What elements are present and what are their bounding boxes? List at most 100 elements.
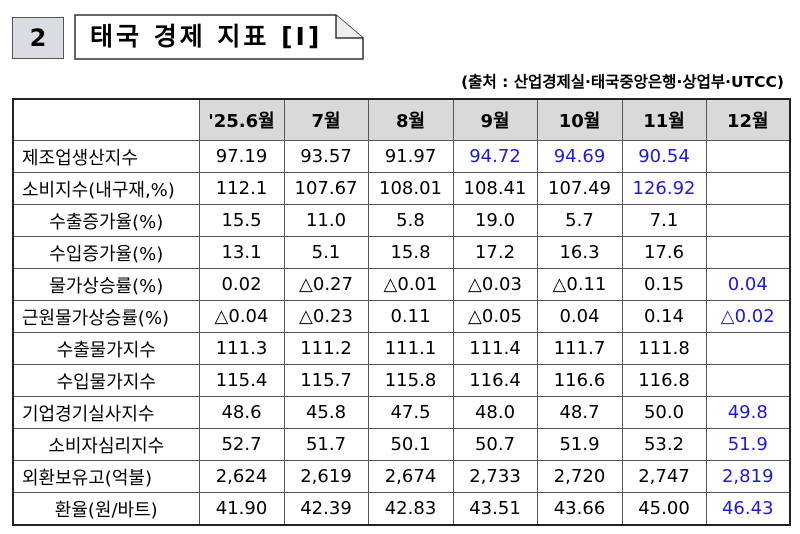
table-cell: 0.11 [367, 300, 454, 333]
table-cell: 90.54 [621, 140, 707, 173]
table-cell: 48.0 [452, 396, 538, 429]
table-cell: 2,733 [452, 460, 538, 493]
table-row: 수입물가지수 115.4 115.7 115.8 116.4 116.6 116.8 [12, 364, 791, 397]
table-cell: △0.27 [283, 268, 369, 301]
table-cell: 107.67 [283, 172, 369, 205]
table-cell: 53.2 [621, 428, 707, 461]
table-row: 수입증가율(%) 13.1 5.1 15.8 17.2 16.3 17.6 [12, 236, 791, 269]
table-cell [705, 172, 791, 205]
table-cell: 2,619 [283, 460, 369, 493]
table-cell: 49.8 [705, 396, 791, 429]
table-cell: 112.1 [198, 172, 285, 205]
table-cell: 13.1 [198, 236, 285, 269]
table-cell: 42.39 [283, 492, 369, 526]
row-label: 수출증가율(%) [12, 204, 200, 237]
row-label: 소비자심리지수 [12, 428, 200, 461]
column-header: 9월 [452, 98, 538, 141]
table-cell [705, 236, 791, 269]
table-cell: 2,747 [621, 460, 707, 493]
table-cell: 111.8 [621, 332, 707, 365]
row-label: 소비지수(내구재,%) [12, 172, 200, 205]
table-cell [705, 332, 791, 365]
row-label: 수출물가지수 [12, 332, 200, 365]
table-cell: 93.57 [283, 140, 369, 173]
table-cell: 43.51 [452, 492, 538, 526]
section-title: 태국 경제 지표 [Ⅰ] [90, 22, 323, 51]
table-cell: 51.7 [283, 428, 369, 461]
table-cell: 94.72 [452, 140, 538, 173]
row-label: 근원물가상승률(%) [12, 300, 200, 333]
table-row: 외환보유고(억불) 2,624 2,619 2,674 2,733 2,720 2,747 2… [12, 460, 791, 493]
table-row: 물가상승률(%) 0.02 △0.27 △0.01 △0.03 △0.11 0.15 0.04 [12, 268, 791, 301]
section-number-box: 2 [12, 17, 64, 59]
table-cell [705, 364, 791, 397]
source-note: (출처 : 산업경제실·태국중앙은행·상업부·UTCC) [461, 73, 784, 91]
table-cell: 0.14 [621, 300, 707, 333]
column-header: '25.6월 [198, 98, 285, 141]
table-cell: 42.83 [367, 492, 454, 526]
table-cell: 108.41 [452, 172, 538, 205]
table-cell: 43.66 [536, 492, 623, 526]
table-row: 수출물가지수 111.3 111.2 111.1 111.4 111.7 111.8 [12, 332, 791, 365]
table-cell: 5.7 [536, 204, 623, 237]
row-label: 물가상승률(%) [12, 268, 200, 301]
section-title-box: 태국 경제 지표 [Ⅰ] [74, 14, 364, 60]
section-number: 2 [29, 24, 47, 52]
table-row: 소비자심리지수 52.7 51.7 50.1 50.7 51.9 53.2 51.9 [12, 428, 791, 461]
header-blank-cell [12, 98, 200, 141]
table-cell: △0.03 [452, 268, 538, 301]
table-cell: 115.7 [283, 364, 369, 397]
row-label: 환율(원/바트) [12, 492, 200, 526]
table-cell: 111.7 [536, 332, 623, 365]
table-row: 환율(원/바트) 41.90 42.39 42.83 43.51 43.66 45.00 46… [12, 492, 791, 526]
table-row: 근원물가상승률(%) △0.04 △0.23 0.11 △0.05 0.04 0.14 △0.… [12, 300, 791, 333]
table-cell: 7.1 [621, 204, 707, 237]
economic-indicators-table: '25.6월 7월 8월 9월 10월 11월 12월 제조업생산지수 97.19 93.57 9… [12, 98, 791, 526]
table-cell: 116.4 [452, 364, 538, 397]
table-body: 제조업생산지수 97.19 93.57 91.97 94.72 94.69 90.54 소비지… [12, 140, 791, 526]
row-label: 제조업생산지수 [12, 140, 200, 173]
table-cell: 5.1 [283, 236, 369, 269]
row-label: 수입물가지수 [12, 364, 200, 397]
table-cell: △0.01 [367, 268, 454, 301]
table-cell: 111.1 [367, 332, 454, 365]
header-row: '25.6월 7월 8월 9월 10월 11월 12월 [12, 98, 791, 141]
table-cell: 2,720 [536, 460, 623, 493]
table-cell: 108.01 [367, 172, 454, 205]
table-cell: 94.69 [536, 140, 623, 173]
table-cell: 11.0 [283, 204, 369, 237]
title-box-frame [74, 14, 364, 60]
column-header: 12월 [705, 98, 791, 141]
table-cell: 111.2 [283, 332, 369, 365]
table-cell: 91.97 [367, 140, 454, 173]
row-label: 수입증가율(%) [12, 236, 200, 269]
table-cell: △0.23 [283, 300, 369, 333]
table-cell: 51.9 [536, 428, 623, 461]
table-cell: 50.0 [621, 396, 707, 429]
table-cell [705, 204, 791, 237]
table-cell: △0.04 [198, 300, 285, 333]
column-header: 8월 [367, 98, 454, 141]
table-cell: 46.43 [705, 492, 791, 526]
table-cell: 16.3 [536, 236, 623, 269]
table-cell: 47.5 [367, 396, 454, 429]
table-cell: 115.8 [367, 364, 454, 397]
table-cell: 126.92 [621, 172, 707, 205]
column-header: 7월 [283, 98, 369, 141]
table-cell: 48.7 [536, 396, 623, 429]
table-cell: 111.4 [452, 332, 538, 365]
table-cell: 52.7 [198, 428, 285, 461]
table-cell: 17.2 [452, 236, 538, 269]
table-cell: 15.8 [367, 236, 454, 269]
column-header: 11월 [621, 98, 707, 141]
row-label: 외환보유고(억불) [12, 460, 200, 493]
table-cell: 45.00 [621, 492, 707, 526]
table-cell: 116.6 [536, 364, 623, 397]
table-cell: 2,819 [705, 460, 791, 493]
table-cell: 0.04 [536, 300, 623, 333]
table-cell: 0.15 [621, 268, 707, 301]
table-row: 소비지수(내구재,%) 112.1 107.67 108.01 108.41 107.49… [12, 172, 791, 205]
table-cell: 45.8 [283, 396, 369, 429]
table-cell: 0.02 [198, 268, 285, 301]
table-cell [705, 140, 791, 173]
